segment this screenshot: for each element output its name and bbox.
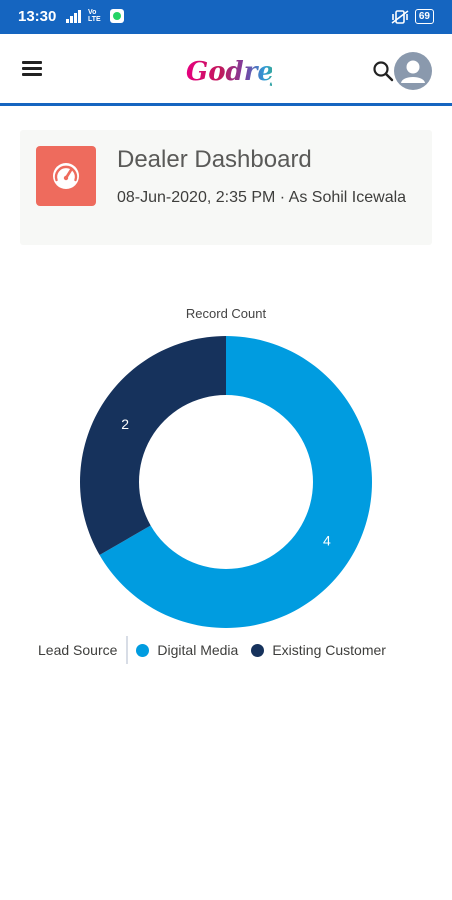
vibrate-icon [391,9,409,24]
chart-title: Record Count [185,306,267,321]
battery-indicator: 69 [414,9,434,24]
donut-chart-svg: 42 [79,336,372,628]
menu-line-icon [22,61,42,64]
dashboard-card: Dealer Dashboard 08-Jun-2020, 2:35 PM · … [20,130,432,245]
donut-slice-digital-media[interactable] [99,336,372,628]
status-left-icons: Vo LTE [66,9,124,23]
data-label: 4 [323,532,331,548]
legend-label: Existing Customer [272,642,386,658]
avatar[interactable] [394,52,432,90]
whatsapp-icon [110,9,124,23]
page-title: Dealer Dashboard [117,146,312,173]
menu-button[interactable] [22,61,42,77]
page-subtitle: 08-Jun-2020, 2:35 PM · As Sohil Icewala [117,189,407,206]
menu-line-icon [22,73,42,76]
volte-indicator: Vo LTE [88,9,101,23]
dashboard-icon-tile [36,146,96,206]
status-right-icons: 69 [391,9,434,24]
app-header: Godrej [0,34,452,106]
godrej-logo: Godrej [186,57,272,87]
legend-item-existing-customer[interactable]: Existing Customer [251,642,386,658]
legend-dot [136,643,150,657]
user-icon [401,60,425,83]
chart-legend: Lead Source Digital Media Existing Custo… [38,636,399,664]
legend-dot [251,643,265,657]
data-label: 2 [121,416,129,432]
donut-slice-existing-customer[interactable] [79,336,226,555]
legend-item-digital-media[interactable]: Digital Media [136,642,238,658]
menu-line-icon [22,67,42,70]
gauge-icon [53,163,79,189]
logo-text: Godrej [186,57,272,87]
legend-divider [126,636,129,664]
search-icon[interactable] [371,59,395,83]
legend-title: Lead Source [38,642,118,658]
signal-icon [66,9,81,23]
status-bar: 13:30 Vo LTE 69 [0,0,452,34]
status-time: 13:30 [18,8,57,25]
legend-label: Digital Media [157,642,239,658]
